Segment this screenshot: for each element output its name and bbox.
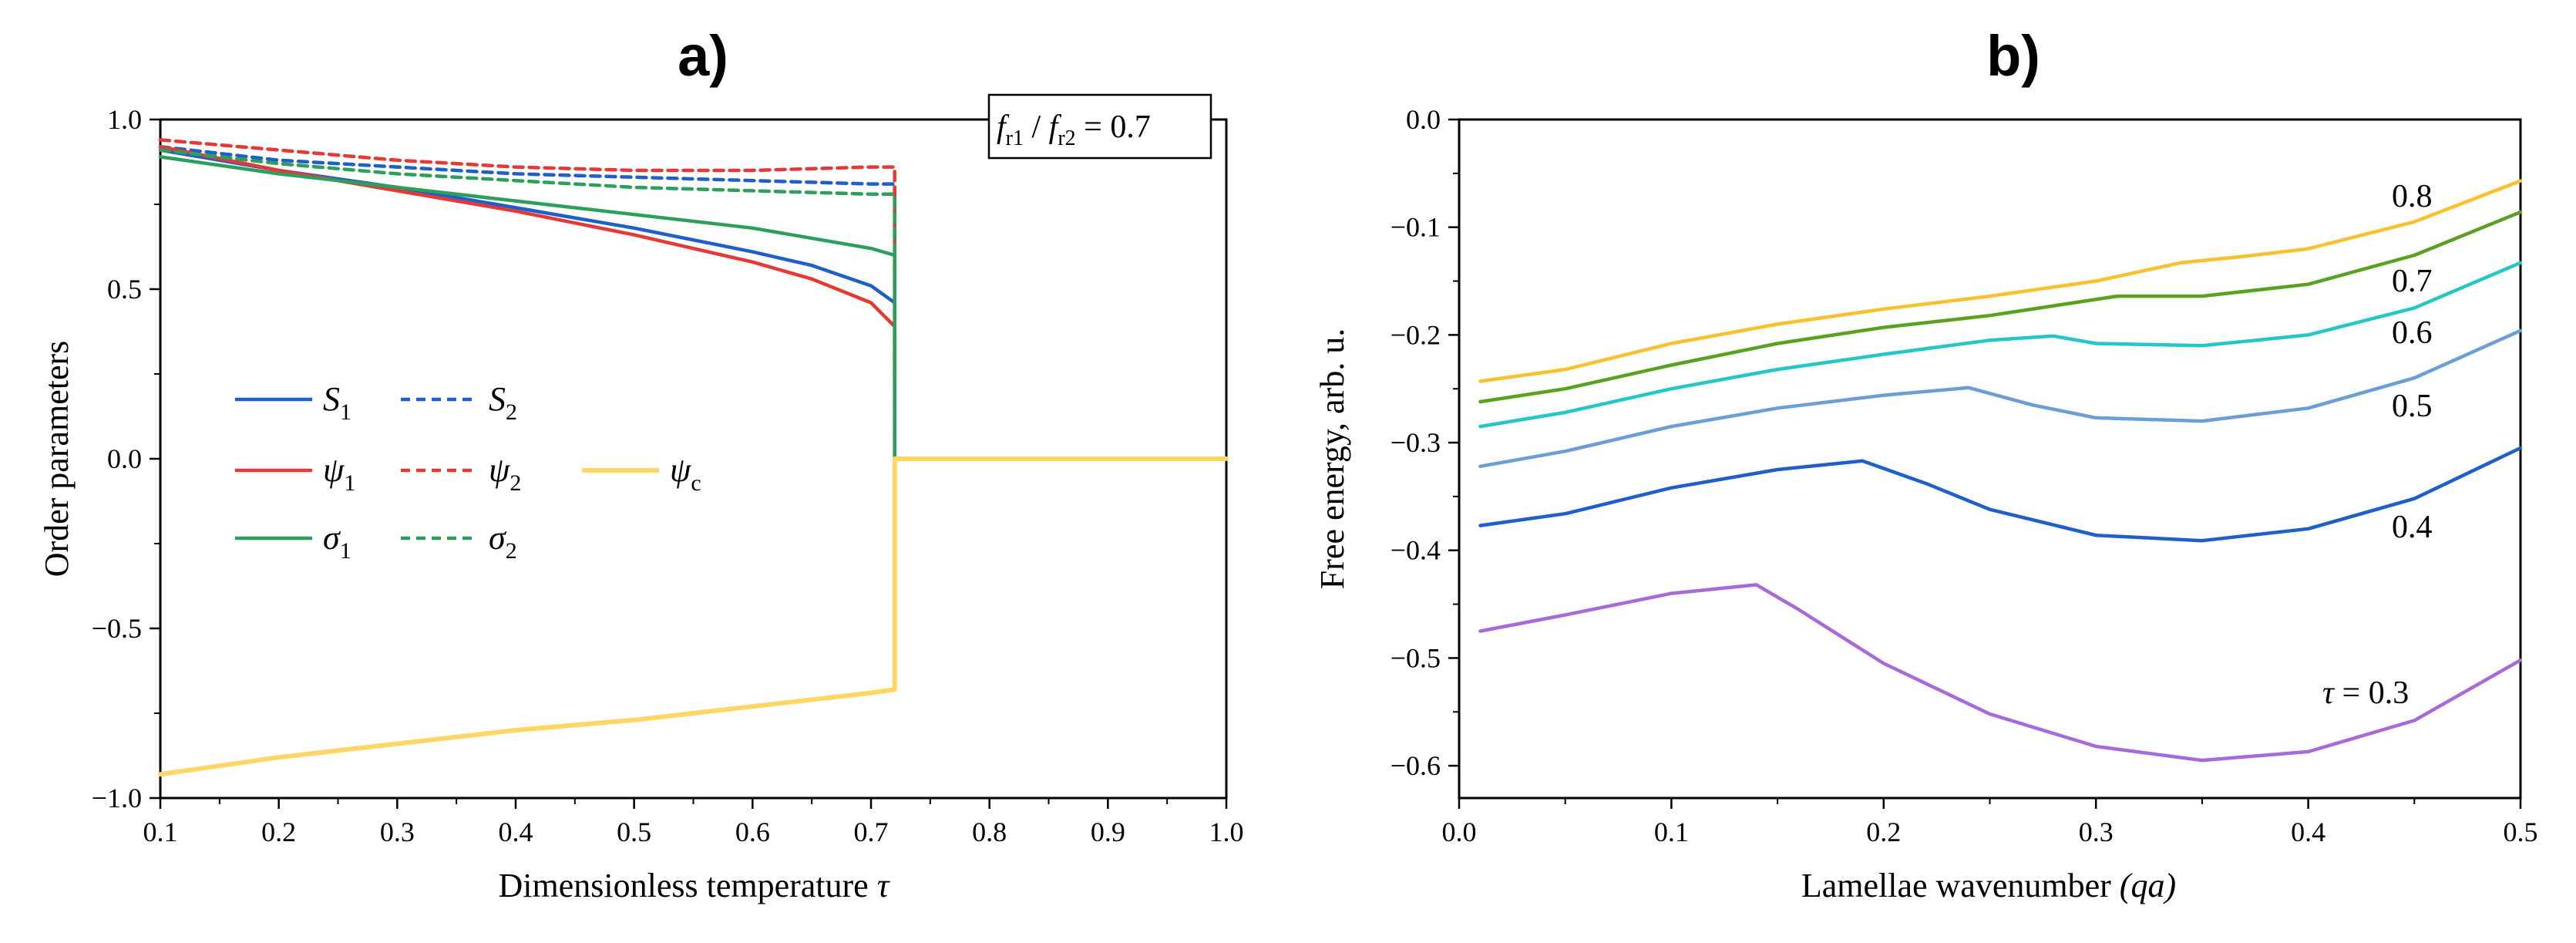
panel-b-xlabel: Lamellae wavenumber (qa) bbox=[1801, 867, 2176, 904]
legend-label-S1: S1 bbox=[323, 380, 351, 425]
a-xtick-label: 0.3 bbox=[380, 817, 415, 847]
curve-label-0.4: 0.4 bbox=[2392, 510, 2433, 545]
b-xtick-label: 0.0 bbox=[1442, 817, 1477, 847]
curve-label-0.5: 0.5 bbox=[2392, 389, 2433, 424]
b-series-0.6 bbox=[1478, 261, 2523, 429]
a-xtick-label: 0.7 bbox=[854, 817, 889, 847]
b-xtick-label: 0.5 bbox=[2504, 817, 2538, 847]
legend-label-ψc: ψc bbox=[670, 451, 701, 496]
legend-label-ψ1: ψ1 bbox=[323, 451, 355, 496]
panel-a-curves bbox=[158, 138, 1229, 777]
panel-b-curves bbox=[1478, 179, 2523, 763]
a-xtick-label: 0.4 bbox=[499, 817, 533, 847]
panel-b-title: b) bbox=[1986, 24, 2040, 88]
b-xtick-label: 0.4 bbox=[2291, 817, 2325, 847]
a-series-σ2 bbox=[158, 148, 896, 461]
b-xtick-label: 0.3 bbox=[2079, 817, 2114, 847]
a-series-σ1 bbox=[158, 155, 896, 461]
b-series-0.8 bbox=[1478, 179, 2523, 383]
b-xtick-label: 0.1 bbox=[1654, 817, 1689, 847]
b-series-0.3 bbox=[1478, 583, 2523, 763]
legend-label-S2: S2 bbox=[489, 380, 517, 425]
a-xtick-label: 0.1 bbox=[143, 817, 178, 847]
ratio-label: fr1 / fr2 = 0.7 bbox=[997, 109, 1151, 150]
panel-a-xlabel-text: Dimensionless temperature bbox=[499, 867, 869, 904]
panel-a-ylabel: Order parameters bbox=[38, 341, 76, 578]
a-xtick-label: 0.8 bbox=[972, 817, 1007, 847]
legend-label-σ2: σ2 bbox=[489, 519, 517, 564]
panel-b: 0.0 0.1 0.2 0.3 0.4 0.5 0.0 −0.1 −0.2 −0.3 −0.4 −0.… bbox=[1313, 104, 2538, 904]
legend-label-σ1: σ1 bbox=[323, 519, 351, 564]
a-xtick-label: 0.2 bbox=[261, 817, 296, 847]
b-ytick-label: −0.1 bbox=[1391, 212, 1441, 243]
b-series-0.5 bbox=[1478, 328, 2523, 469]
b-ytick-label: −0.2 bbox=[1391, 319, 1441, 350]
b-series-0.4 bbox=[1478, 446, 2523, 543]
curve-label-0.7: 0.7 bbox=[2392, 264, 2433, 299]
panel-b-xlabel-text: Lamellae wavenumber bbox=[1801, 867, 2111, 904]
a-xtick-label: 0.5 bbox=[617, 817, 651, 847]
b-series-0.7 bbox=[1478, 210, 2523, 404]
a-xtick-label: 0.6 bbox=[735, 817, 770, 847]
panel-a-xlabel: Dimensionless temperature τ bbox=[499, 867, 891, 904]
panel-b-ylabel: Free energy, arb. u. bbox=[1313, 328, 1351, 589]
curve-label-0.8: 0.8 bbox=[2392, 179, 2433, 214]
a-ytick-label: −1.0 bbox=[92, 783, 142, 813]
ratio-box bbox=[987, 93, 1212, 160]
a-xtick-label: 0.9 bbox=[1091, 817, 1125, 847]
a-series-ψc bbox=[158, 456, 1229, 777]
b-xtick-label: 0.2 bbox=[1866, 817, 1901, 847]
a-series-ψ2 bbox=[158, 138, 896, 325]
ratio-annotation: fr1 / fr2 = 0.7 bbox=[987, 93, 1212, 160]
legend-label-ψ2: ψ2 bbox=[489, 451, 521, 496]
curve-label-0.6: 0.6 bbox=[2392, 315, 2433, 351]
b-ytick-label: −0.3 bbox=[1391, 427, 1441, 458]
b-ytick-label: −0.6 bbox=[1391, 750, 1441, 781]
b-ytick-label: −0.4 bbox=[1391, 535, 1441, 566]
legend: S1 S2 ψ1 ψ2 ψc σ1 σ2 bbox=[235, 380, 701, 564]
a-ytick-label: 0.5 bbox=[107, 274, 142, 305]
a-ytick-label: 1.0 bbox=[107, 104, 142, 135]
b-ytick-label: −0.5 bbox=[1391, 642, 1441, 673]
b-ytick-label: 0.0 bbox=[1406, 104, 1441, 135]
panel-a-title: a) bbox=[678, 24, 728, 88]
panel-a: 0.1 0.2 0.3 0.4 0.5 0.6 0.7 0.8 0.9 1.0 1.0 0.5 0.0 −… bbox=[38, 93, 1244, 904]
a-series-S1 bbox=[158, 148, 1229, 461]
a-ytick-label: 0.0 bbox=[107, 443, 142, 474]
a-ytick-label: −0.5 bbox=[92, 613, 142, 644]
a-series-S2 bbox=[158, 144, 896, 305]
panel-b-xlabel-symbol: (qa) bbox=[2120, 867, 2176, 904]
a-xtick-label: 1.0 bbox=[1209, 817, 1244, 847]
panel-a-xlabel-symbol: τ bbox=[877, 867, 891, 904]
curve-label-tau: τ = 0.3 bbox=[2322, 675, 2409, 711]
